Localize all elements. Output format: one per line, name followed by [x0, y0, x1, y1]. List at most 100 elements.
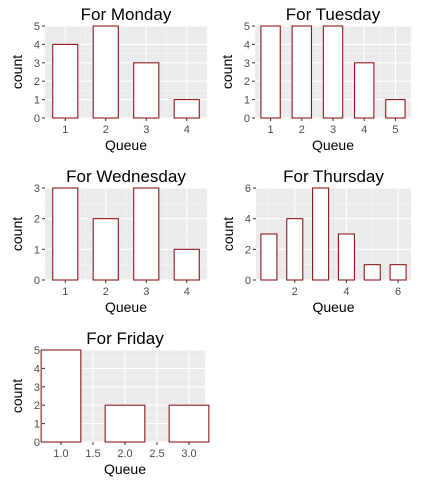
y-tick-label: 5 — [34, 345, 40, 357]
x-axis: 2 4 6 — [292, 280, 401, 298]
y-tick-label: 4 — [34, 363, 40, 375]
chart-panel: 0 1 2 3 1 2 3 4 Queue count For Wednesday — [9, 167, 208, 315]
y-axis-title: count — [9, 55, 25, 89]
y-tick-label: 0 — [34, 437, 40, 449]
y-axis: 0 1 2 3 4 5 — [244, 21, 255, 125]
chart-panel: 0 1 2 3 4 5 1.0 1.5 2.0 2.5 3.0 Queue count For Frida… — [9, 329, 210, 477]
y-tick-label: 5 — [34, 21, 40, 33]
y-tick-label: 1 — [34, 95, 40, 107]
bar — [291, 25, 313, 119]
bar — [385, 99, 406, 119]
x-tick-label: 3 — [330, 124, 336, 136]
x-tick-label: 1.5 — [85, 448, 100, 460]
y-tick-label: 4 — [244, 39, 250, 51]
x-axis: 1 2 3 4 — [62, 118, 190, 136]
bar — [337, 233, 355, 281]
y-axis: 0 2 4 6 — [245, 183, 256, 287]
bar — [40, 349, 82, 443]
x-tick-label: 6 — [395, 286, 401, 298]
x-tick-label: 4 — [184, 124, 190, 136]
y-tick-label: 3 — [34, 58, 40, 70]
bar — [168, 404, 210, 443]
y-tick-label: 0 — [245, 275, 251, 287]
x-tick-label: 3 — [143, 286, 149, 298]
x-tick-label: 1 — [62, 286, 68, 298]
bar-series — [40, 349, 210, 443]
bar — [312, 187, 330, 281]
y-tick-label: 2 — [244, 76, 250, 88]
x-tick-label: 2 — [299, 124, 305, 136]
x-axis-title: Queue — [104, 461, 146, 477]
x-tick-label: 2 — [103, 124, 109, 136]
bar — [133, 187, 160, 281]
y-tick-label: 3 — [34, 382, 40, 394]
y-tick-label: 1 — [34, 244, 40, 256]
bar — [104, 404, 146, 443]
x-tick-label: 4 — [184, 286, 190, 298]
chart-panel: 0 1 2 3 4 5 1 2 3 4 Queue count For Monday — [9, 5, 208, 153]
chart-title: For Thursday — [283, 167, 384, 186]
grid-lines — [256, 187, 411, 281]
x-axis: 1 2 3 4 — [62, 280, 190, 298]
y-tick-label: 1 — [34, 419, 40, 431]
x-tick-label: 3.0 — [181, 448, 196, 460]
x-tick-label: 2 — [103, 286, 109, 298]
x-tick-label: 1 — [62, 124, 68, 136]
bar — [92, 25, 119, 119]
y-axis-title: count — [9, 379, 25, 413]
x-axis-title: Queue — [312, 137, 354, 153]
y-tick-label: 4 — [34, 39, 40, 51]
x-axis: 1 2 3 4 5 — [268, 118, 398, 136]
y-tick-label: 1 — [244, 95, 250, 107]
x-axis-title: Queue — [105, 137, 147, 153]
y-tick-label: 2 — [34, 400, 40, 412]
bar — [133, 62, 160, 119]
y-tick-label: 4 — [245, 214, 251, 226]
bar — [260, 25, 281, 119]
x-tick-label: 1.0 — [53, 448, 68, 460]
y-tick-label: 2 — [245, 244, 251, 256]
x-tick-label: 2.5 — [149, 448, 164, 460]
bar — [260, 233, 278, 281]
bar — [286, 218, 304, 281]
bar — [173, 248, 200, 281]
chart-title: For Friday — [86, 329, 164, 348]
x-tick-label: 3 — [143, 124, 149, 136]
x-tick-label: 5 — [392, 124, 398, 136]
chart-title: For Monday — [81, 5, 172, 24]
x-tick-label: 4 — [361, 124, 367, 136]
x-tick-label: 2.0 — [117, 448, 132, 460]
y-tick-label: 2 — [34, 214, 40, 226]
bar — [353, 62, 375, 119]
bar-series — [260, 25, 406, 119]
x-axis: 1.0 1.5 2.0 2.5 3.0 — [53, 442, 197, 460]
chart-title: For Tuesday — [286, 5, 381, 24]
bar — [52, 43, 79, 119]
y-axis-title: count — [219, 55, 235, 89]
x-axis-title: Queue — [105, 299, 147, 315]
bar — [92, 218, 119, 281]
y-tick-label: 0 — [244, 113, 250, 125]
bar-series — [260, 187, 407, 281]
y-tick-label: 5 — [244, 21, 250, 33]
bar — [52, 187, 79, 281]
bar — [389, 264, 407, 281]
x-tick-label: 4 — [343, 286, 349, 298]
x-tick-label: 1 — [268, 124, 274, 136]
x-tick-label: 2 — [292, 286, 298, 298]
chart-panel: 0 1 2 3 4 5 1 2 3 4 5 Queue count For Tuesday — [219, 5, 412, 153]
y-tick-label: 0 — [34, 275, 40, 287]
y-axis-title: count — [9, 217, 25, 251]
y-axis: 0 1 2 3 — [34, 183, 45, 287]
bar — [173, 99, 200, 119]
chart-title: For Wednesday — [66, 167, 186, 186]
y-tick-label: 2 — [34, 76, 40, 88]
x-axis-title: Queue — [312, 299, 354, 315]
y-axis-title: count — [220, 217, 236, 251]
bar — [322, 25, 344, 119]
y-tick-label: 6 — [245, 183, 251, 195]
y-tick-label: 3 — [244, 58, 250, 70]
y-axis: 0 1 2 3 4 5 — [34, 345, 45, 449]
